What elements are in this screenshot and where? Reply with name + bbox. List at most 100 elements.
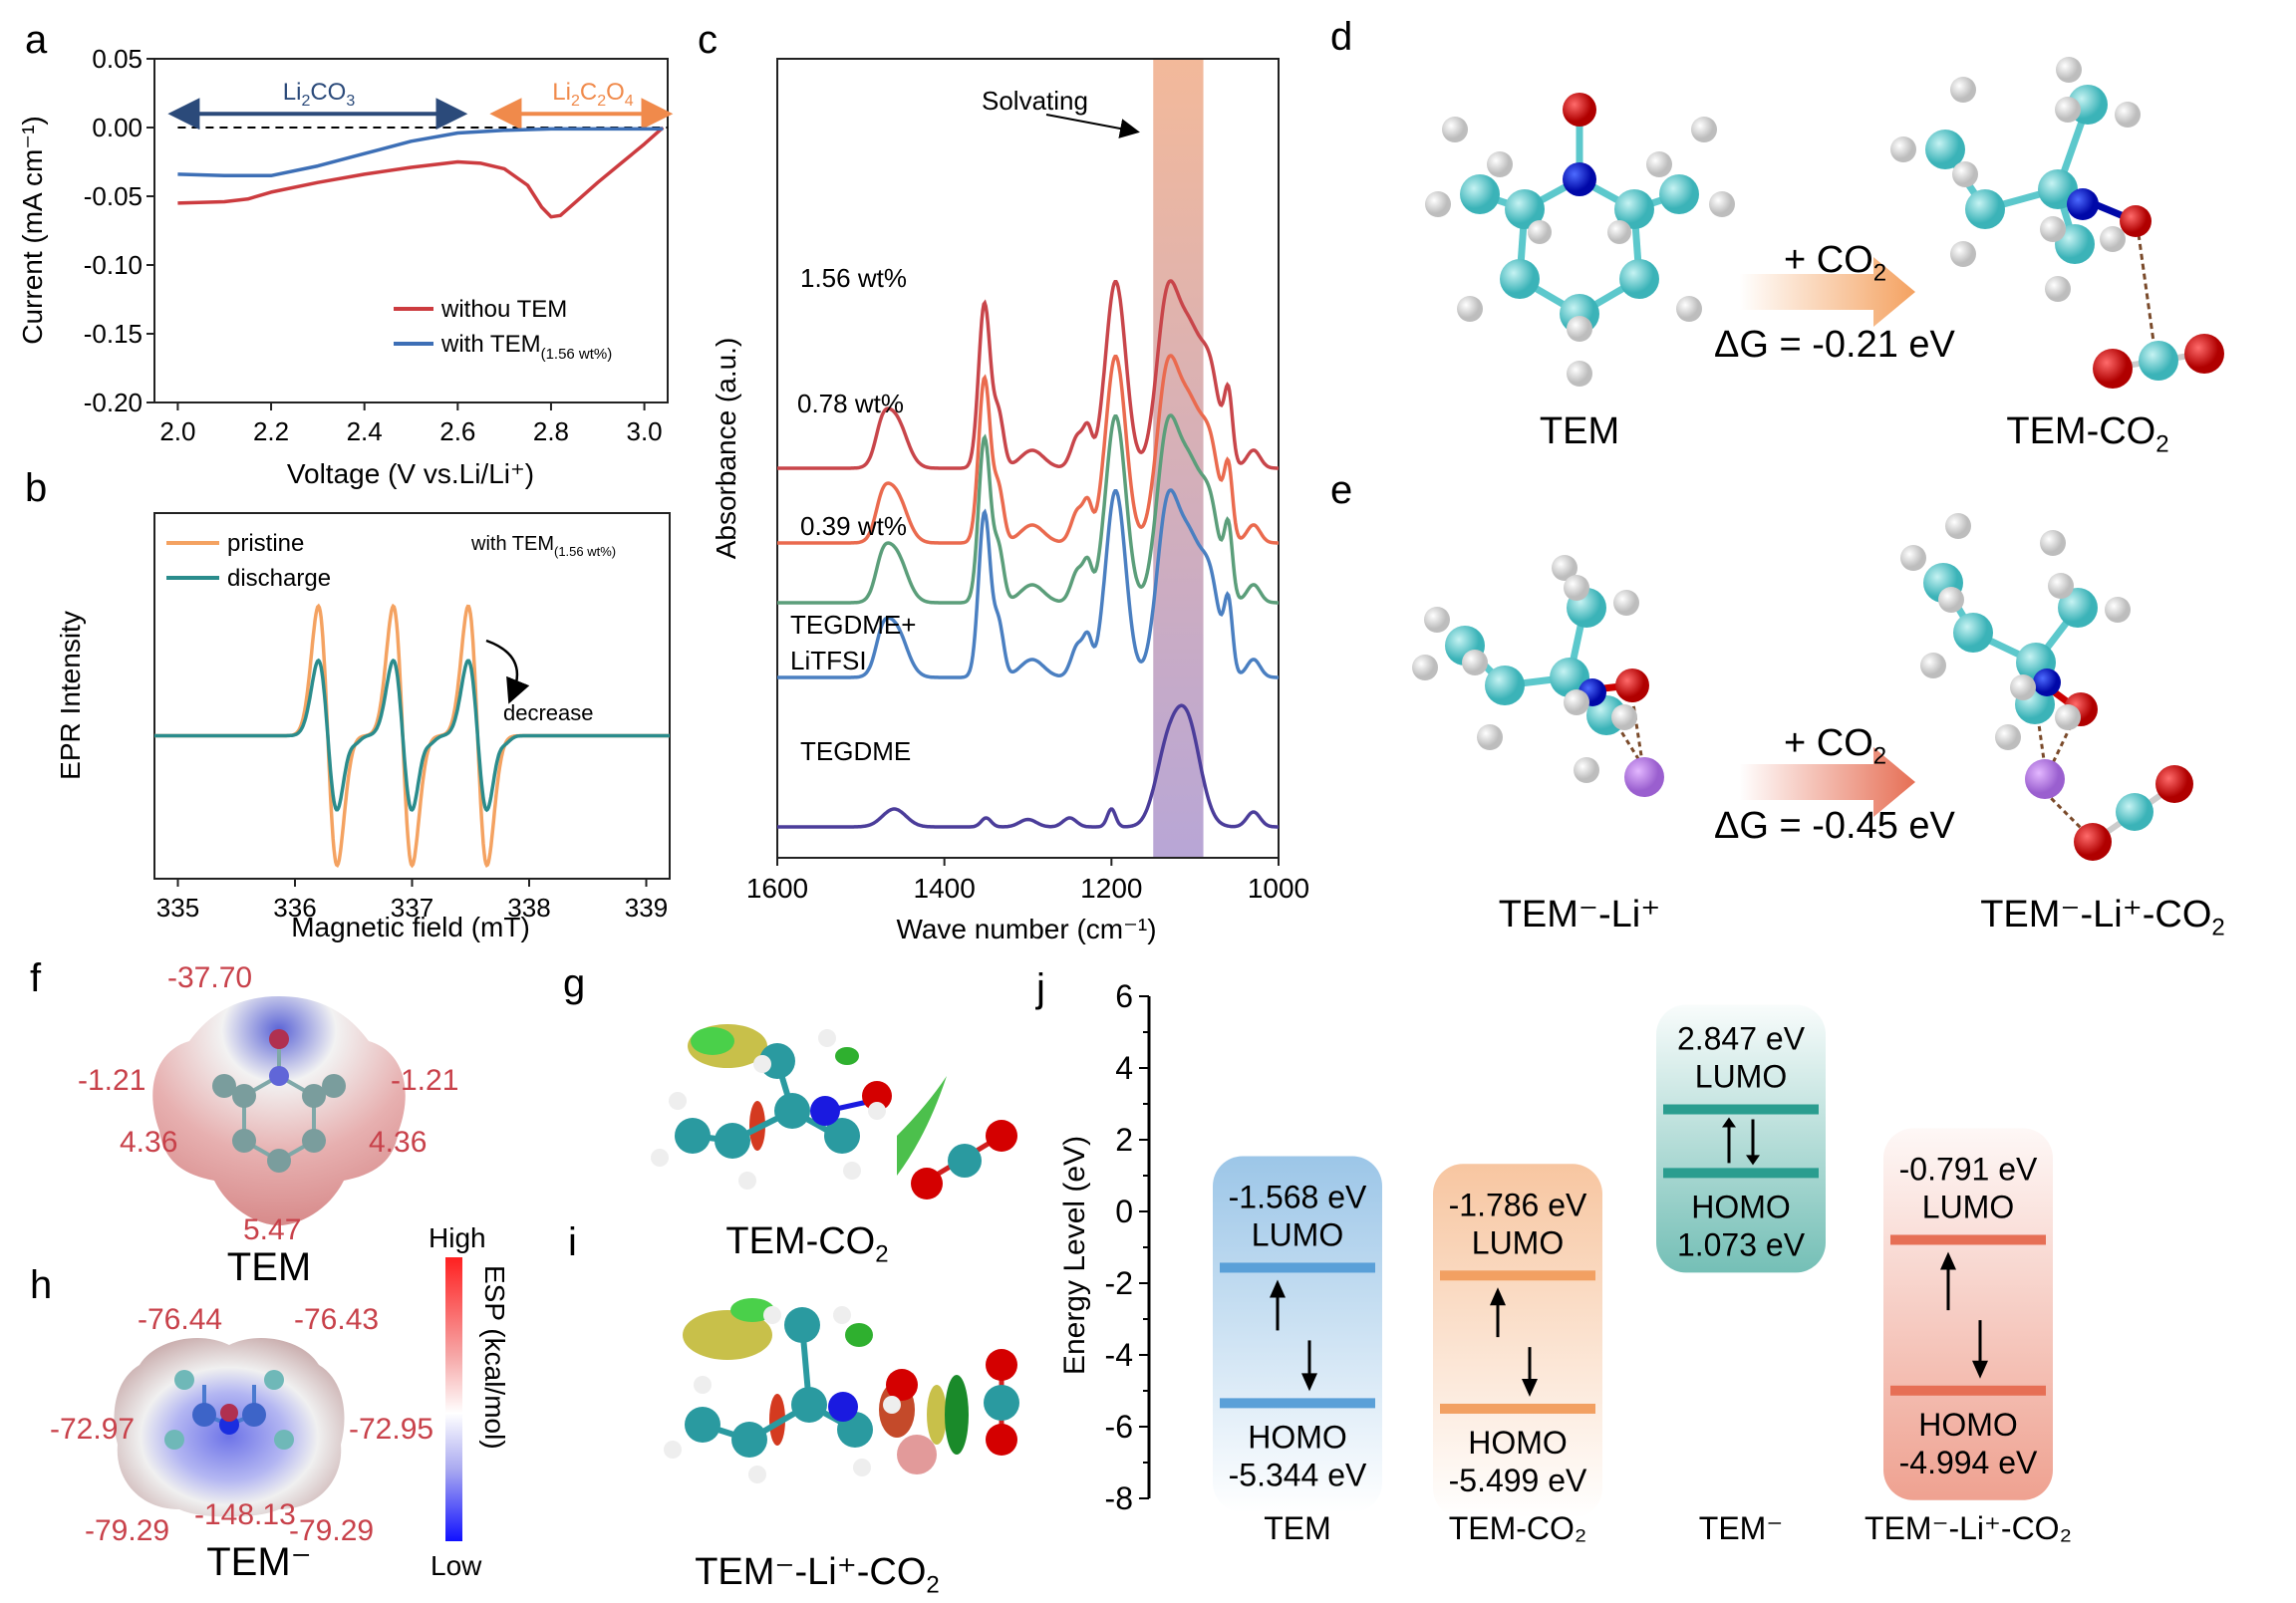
delta-g-e: ΔG = -0.45 eV <box>1714 805 1955 847</box>
tem-anion-li-co2-label: TEM⁻-Li⁺-CO2 <box>1980 894 2225 941</box>
li2co3-label: Li2CO3 <box>283 79 356 110</box>
panel-label-a: a <box>25 18 48 62</box>
lumo-label: LUMO <box>1252 1216 1343 1252</box>
spectrum-0 <box>777 279 1279 470</box>
tem-anion-li-label: TEM⁻-Li⁺ <box>1498 894 1661 935</box>
tem-concentration-note: with TEM(1.56 wt%) <box>470 533 616 559</box>
panel-label-j: j <box>1036 966 1045 1010</box>
tem-co2-molecule-model <box>1890 57 2224 389</box>
x-axis-label: Magnetic field (mT) <box>291 912 530 942</box>
spectrum-3 <box>777 488 1279 679</box>
colorbar-axis-label: ESP (kcal/mol) <box>479 1265 510 1450</box>
tem-label: TEM <box>1539 410 1620 452</box>
esp-colorbar <box>445 1257 462 1541</box>
reaction-arrow-e <box>1739 747 1915 817</box>
lumo-value-label: 2.847 eV <box>1677 1021 1806 1057</box>
tem-anion-li-co2-molecule-model <box>1900 513 2193 861</box>
series-line-1 <box>177 127 664 178</box>
legend-label-pristine: pristine <box>227 530 304 557</box>
y-tick-label: -0.15 <box>84 319 143 349</box>
reaction-schemes <box>1412 57 2224 861</box>
y-axis-label: EPR Intensity <box>55 611 86 780</box>
lumo-value-label: -1.786 eV <box>1449 1187 1587 1222</box>
energy-box-2 <box>1656 1004 1826 1273</box>
esp-value: -76.44 <box>138 1303 223 1336</box>
lumo-level-bar <box>1220 1262 1375 1273</box>
esp-value: -1.21 <box>78 1064 146 1097</box>
energy-box-3 <box>1883 1128 2053 1500</box>
x-tick-label: 1000 <box>1248 873 1309 904</box>
x-tick-label: 2.6 <box>439 416 475 446</box>
plot-frame <box>153 58 669 403</box>
esp-value: 4.36 <box>369 1126 428 1159</box>
homo-value-label: -5.499 eV <box>1449 1463 1587 1498</box>
x-tick-label: 338 <box>507 893 550 923</box>
y-tick-label: -0.05 <box>84 181 143 211</box>
homo-level-bar <box>1220 1398 1375 1409</box>
panel-label-g: g <box>563 961 586 1005</box>
lumo-label: LUMO <box>1695 1059 1787 1095</box>
y-tick-label: 4 <box>1115 1050 1133 1086</box>
legend-label-discharge: discharge <box>227 565 331 592</box>
esp-value: -72.97 <box>50 1413 136 1446</box>
legend-label-with-tem: with TEM(1.56 wt%) <box>440 331 612 363</box>
y-tick-label: -4 <box>1105 1337 1133 1373</box>
up-arrow-head <box>1490 1287 1506 1306</box>
panel-label-e: e <box>1330 468 1353 512</box>
y-tick-label: 6 <box>1115 978 1133 1014</box>
up-arrow-head <box>1270 1279 1286 1298</box>
y-tick-label: -0.10 <box>84 250 143 280</box>
x-tick-label: 2.4 <box>347 416 383 446</box>
tem-co2-igm-model <box>651 1024 1017 1200</box>
down-arrow-head <box>1522 1378 1538 1397</box>
x-tick-label: 2.0 <box>159 416 195 446</box>
y-tick-label: 0.00 <box>92 113 143 142</box>
esp-value: 5.47 <box>243 1213 302 1246</box>
esp-value: 4.36 <box>120 1126 178 1159</box>
homo-label: HOMO <box>1918 1407 2018 1443</box>
down-arrow-head <box>1746 1155 1760 1166</box>
down-arrow-head <box>1972 1360 1988 1379</box>
lumo-label: LUMO <box>1922 1189 2014 1224</box>
solvating-arrow <box>1045 114 1140 138</box>
tem-co2-igm-title: TEM-CO2 <box>725 1220 889 1268</box>
series-label-1-56: 1.56 wt% <box>800 263 907 293</box>
series-line-discharge <box>154 658 670 813</box>
solvating-label: Solvating <box>982 86 1088 116</box>
tem-anion-li-co2-igm-title: TEM⁻-Li⁺-CO2 <box>695 1551 940 1599</box>
legend-label-withou-tem: withou TEM <box>440 296 567 323</box>
tem-co2-label: TEM-CO2 <box>2006 410 2169 458</box>
tem-esp-surface <box>152 996 406 1225</box>
delta-g-d: ΔG = -0.21 eV <box>1714 324 1955 366</box>
homo-level-bar <box>1663 1168 1819 1179</box>
homo-value-label: 1.073 eV <box>1677 1226 1806 1262</box>
panel-label-i: i <box>568 1220 577 1264</box>
tem-anion-li-co2-igm-model <box>664 1298 1019 1483</box>
plot-frame <box>776 58 1280 859</box>
y-tick-label: 2 <box>1115 1122 1133 1158</box>
y-tick-label: -0.20 <box>84 388 143 417</box>
esp-value: -79.29 <box>289 1514 375 1547</box>
homo-level-bar <box>1890 1385 2046 1396</box>
reagent-co2-e: + CO2 <box>1784 722 1887 770</box>
y-axis-label: Absorbance (a.u.) <box>711 338 741 560</box>
series-line-0 <box>177 126 665 219</box>
x-tick-label: 2.8 <box>533 416 569 446</box>
series-label-tegdme: TEGDME <box>800 736 911 766</box>
lumo-value-label: -1.568 eV <box>1229 1179 1367 1214</box>
panel-label-c: c <box>698 18 718 62</box>
homo-label: HOMO <box>1248 1419 1347 1455</box>
up-arrow-head <box>1940 1251 1956 1270</box>
category-label: TEM⁻-Li⁺-CO₂ <box>1865 1510 2072 1546</box>
x-axis-label: Voltage (V vs.Li/Li⁺) <box>287 458 534 489</box>
panel-label-b: b <box>25 466 48 510</box>
lumo-level-bar <box>1663 1104 1819 1115</box>
lumo-level-bar <box>1890 1234 2046 1245</box>
colorbar-low-label: Low <box>430 1550 482 1581</box>
category-label: TEM⁻ <box>1699 1510 1783 1546</box>
reaction-arrow-d <box>1739 257 1915 327</box>
tem-anion-esp-title: TEM⁻ <box>206 1540 312 1584</box>
esp-value: -76.43 <box>294 1303 380 1336</box>
tem-anion-li-molecule-model <box>1412 555 1664 797</box>
